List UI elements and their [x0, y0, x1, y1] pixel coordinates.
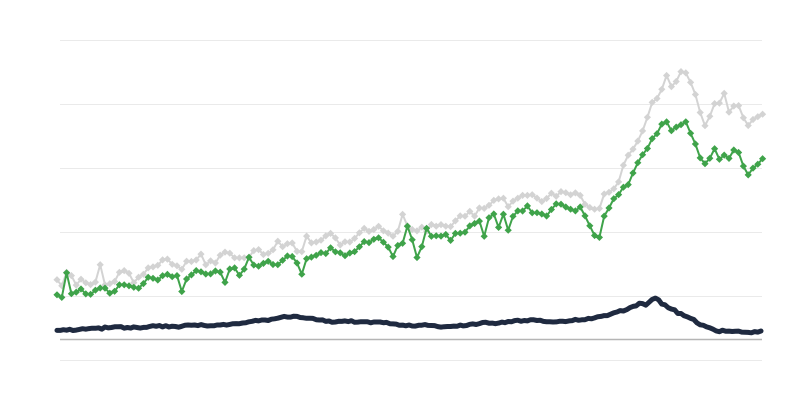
series-markers-green — [53, 118, 767, 301]
series-line-dark-navy — [54, 295, 764, 336]
series-line-light-gray — [56, 70, 764, 287]
series-line-green — [56, 120, 764, 299]
series-markers-light-gray — [53, 68, 767, 290]
